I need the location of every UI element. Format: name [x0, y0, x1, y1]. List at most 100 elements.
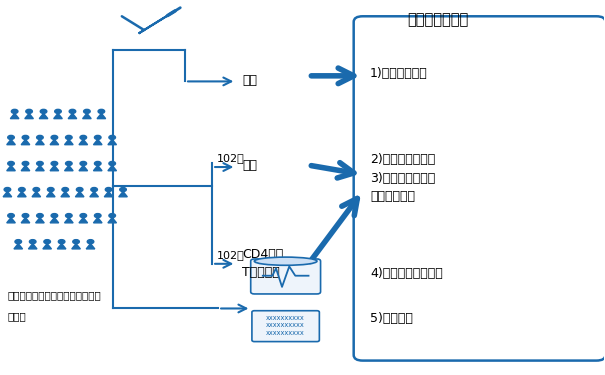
Text: 2)エピゲノム情報: 2)エピゲノム情報 [370, 153, 435, 166]
Polygon shape [50, 217, 59, 223]
Circle shape [109, 162, 116, 165]
Polygon shape [97, 113, 106, 118]
Text: xxxxxxxxxx: xxxxxxxxxx [266, 322, 305, 328]
Text: 102名: 102名 [217, 250, 245, 260]
Polygon shape [72, 244, 80, 249]
Circle shape [109, 135, 116, 140]
Polygon shape [21, 140, 30, 145]
Circle shape [87, 240, 94, 244]
Polygon shape [36, 165, 44, 171]
Polygon shape [47, 192, 55, 197]
Polygon shape [43, 244, 51, 249]
Polygon shape [93, 217, 102, 223]
Polygon shape [57, 244, 66, 249]
Circle shape [62, 188, 68, 192]
Text: xxxxxxxxxx: xxxxxxxxxx [266, 315, 305, 321]
Polygon shape [93, 140, 102, 145]
Circle shape [51, 214, 57, 217]
Circle shape [30, 240, 36, 244]
FancyBboxPatch shape [354, 16, 605, 361]
Circle shape [105, 188, 112, 192]
Polygon shape [79, 140, 88, 145]
Circle shape [44, 240, 50, 244]
Circle shape [94, 214, 101, 217]
Text: 単球: 単球 [242, 159, 257, 172]
Circle shape [80, 162, 87, 165]
Circle shape [76, 188, 83, 192]
Polygon shape [65, 217, 73, 223]
Circle shape [73, 240, 79, 244]
Polygon shape [65, 165, 73, 171]
Text: 3)トランスクリプ
　トーム情報: 3)トランスクリプ トーム情報 [370, 172, 435, 203]
Circle shape [22, 135, 29, 140]
Circle shape [58, 240, 65, 244]
Circle shape [51, 135, 57, 140]
Circle shape [22, 162, 29, 165]
Circle shape [65, 135, 72, 140]
Polygon shape [7, 140, 15, 145]
FancyBboxPatch shape [252, 311, 319, 342]
Polygon shape [90, 192, 99, 197]
Polygon shape [39, 113, 48, 118]
Circle shape [33, 188, 39, 192]
Polygon shape [93, 165, 102, 171]
Polygon shape [68, 113, 77, 118]
Polygon shape [36, 140, 44, 145]
Text: 今回の分譲対象: 今回の分譲対象 [407, 12, 469, 27]
Circle shape [4, 188, 11, 192]
Polygon shape [50, 165, 59, 171]
Polygon shape [108, 165, 117, 171]
Polygon shape [61, 192, 70, 197]
Polygon shape [76, 192, 84, 197]
Polygon shape [7, 165, 15, 171]
Polygon shape [108, 140, 117, 145]
Polygon shape [54, 113, 62, 118]
Circle shape [54, 110, 61, 113]
Circle shape [98, 110, 105, 113]
Polygon shape [25, 113, 33, 118]
Circle shape [65, 162, 72, 165]
Polygon shape [32, 192, 41, 197]
Polygon shape [28, 244, 37, 249]
Text: 東北メディカル・メガバンク計画: 東北メディカル・メガバンク計画 [7, 291, 101, 300]
FancyBboxPatch shape [250, 259, 321, 294]
Circle shape [26, 110, 33, 113]
Circle shape [94, 135, 101, 140]
Text: 1)全ゲノム情報: 1)全ゲノム情報 [370, 68, 428, 81]
Polygon shape [14, 244, 22, 249]
Polygon shape [36, 217, 44, 223]
Circle shape [47, 188, 54, 192]
Circle shape [37, 162, 43, 165]
Text: 5)生活習慣: 5)生活習慣 [370, 312, 413, 325]
Polygon shape [18, 192, 26, 197]
Circle shape [22, 214, 29, 217]
Circle shape [69, 110, 76, 113]
Circle shape [8, 135, 15, 140]
Text: 参加者: 参加者 [7, 311, 26, 321]
Polygon shape [83, 113, 91, 118]
Polygon shape [79, 217, 88, 223]
Circle shape [11, 110, 18, 113]
Text: 全血: 全血 [242, 74, 257, 87]
Polygon shape [21, 165, 30, 171]
Polygon shape [3, 192, 11, 197]
Text: 4)血液・尿検査結果: 4)血液・尿検査結果 [370, 267, 443, 280]
Text: CD4陽性
Tリンパ球: CD4陽性 Tリンパ球 [242, 248, 284, 279]
Circle shape [37, 135, 43, 140]
Polygon shape [10, 113, 19, 118]
Text: 102名: 102名 [217, 153, 245, 164]
Circle shape [94, 162, 101, 165]
Circle shape [41, 110, 47, 113]
Polygon shape [108, 217, 117, 223]
Polygon shape [50, 140, 59, 145]
Polygon shape [79, 165, 88, 171]
Polygon shape [21, 217, 30, 223]
Circle shape [8, 214, 15, 217]
Circle shape [51, 162, 57, 165]
Circle shape [37, 214, 43, 217]
Text: xxxxxxxxxx: xxxxxxxxxx [266, 330, 305, 336]
Circle shape [83, 110, 90, 113]
Circle shape [80, 214, 87, 217]
Polygon shape [65, 140, 73, 145]
Polygon shape [7, 217, 15, 223]
